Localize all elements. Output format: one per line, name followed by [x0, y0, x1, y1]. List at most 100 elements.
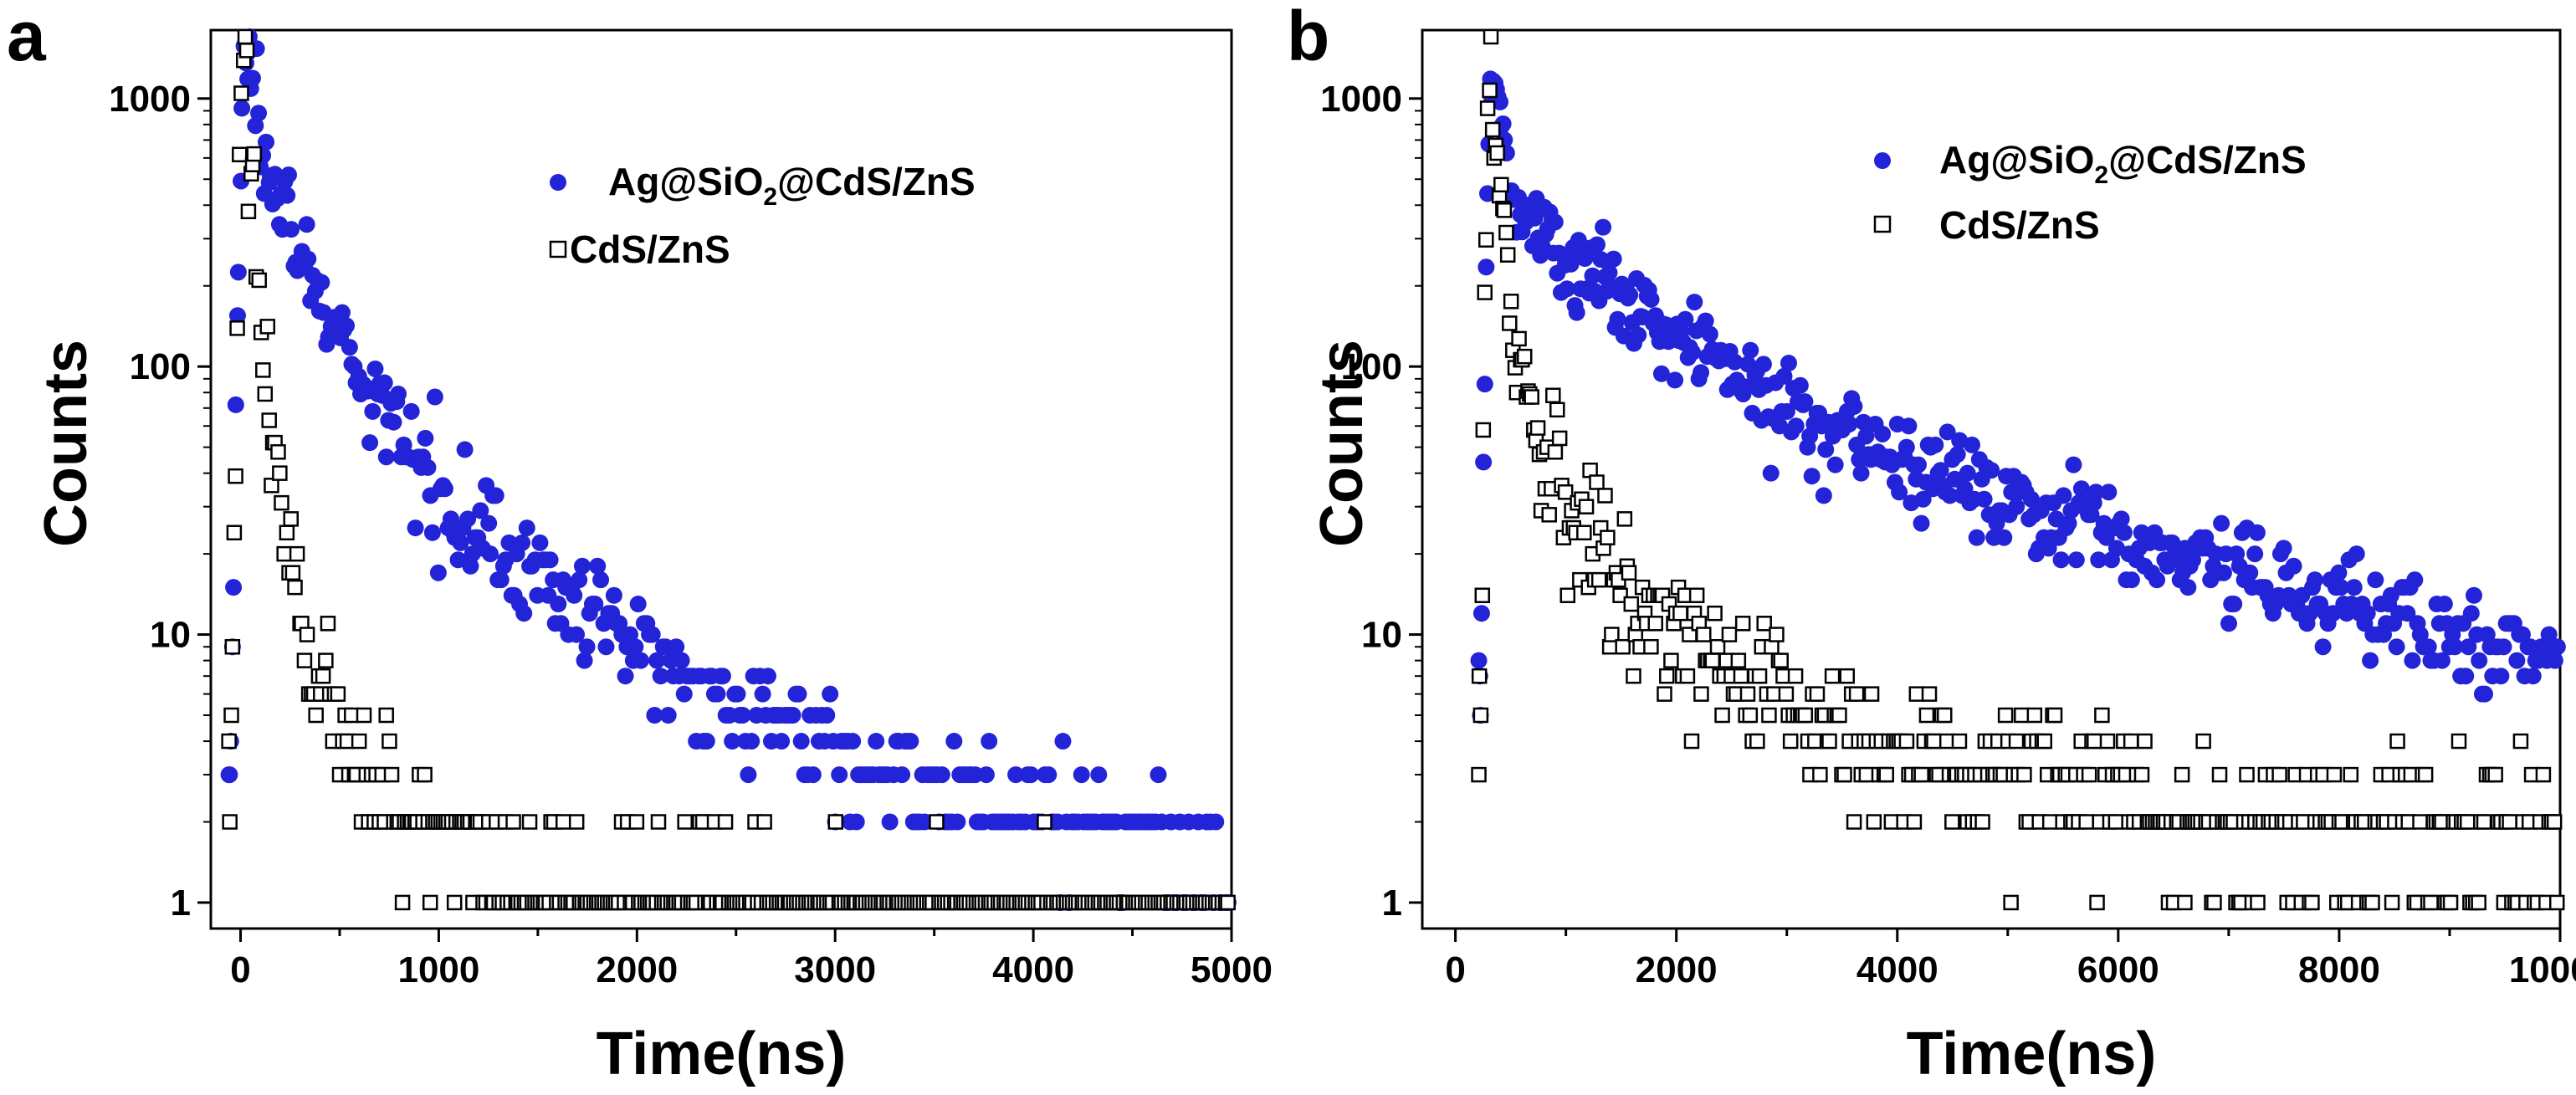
data-point — [2195, 733, 2211, 750]
data-point — [648, 652, 666, 669]
data-point — [1839, 668, 1856, 684]
data-point — [382, 733, 397, 750]
data-point — [356, 707, 372, 724]
data-point — [2332, 579, 2349, 596]
data-point — [229, 264, 247, 281]
data-point — [1590, 571, 1607, 588]
panel-b-y-axis-title: Counts — [1308, 340, 1375, 547]
data-point — [320, 616, 336, 632]
data-point — [1817, 441, 1835, 458]
data-point — [1626, 668, 1641, 684]
data-point — [2041, 814, 2058, 830]
data-point — [383, 766, 400, 783]
data-point — [2457, 668, 2475, 685]
panel-b: b 0 2000 4000 6000 8000 10000 1 10 100 1000 Time(… — [1287, 0, 2576, 1087]
data-point — [2442, 894, 2459, 911]
data-point — [2174, 766, 2190, 783]
data-point — [1897, 438, 1915, 456]
data-point — [2213, 514, 2230, 532]
data-point — [1796, 393, 1814, 411]
data-point — [492, 571, 510, 589]
y-tick-label: 10 — [1361, 615, 1402, 656]
legend-text-tail: @CdS/ZnS — [2108, 138, 2307, 182]
data-point — [1891, 484, 1908, 501]
data-point — [1589, 474, 1605, 490]
data-point — [1974, 814, 1990, 830]
data-point — [2524, 668, 2542, 685]
data-point — [1592, 251, 1610, 269]
data-point — [298, 216, 315, 233]
data-point — [2304, 894, 2320, 911]
data-point — [364, 402, 382, 420]
data-point — [945, 733, 963, 750]
data-point — [2250, 894, 2266, 911]
data-point — [1995, 529, 2013, 546]
data-point — [2067, 551, 2085, 569]
data-point — [773, 733, 791, 750]
panel-b-letter: b — [1287, 0, 1329, 75]
data-point — [652, 668, 669, 685]
data-point — [1630, 326, 1647, 344]
data-point — [1938, 423, 1956, 441]
panel-b-x-axis-title: Time(ns) — [1907, 1021, 2157, 1087]
data-point — [576, 652, 593, 669]
data-point — [229, 320, 245, 336]
data-point — [1073, 766, 1090, 784]
data-point — [2241, 564, 2259, 581]
data-point — [2065, 456, 2082, 473]
data-point — [1584, 267, 1601, 284]
data-point — [261, 412, 277, 428]
data-point — [243, 69, 261, 87]
data-point — [225, 579, 243, 596]
data-point — [394, 894, 411, 911]
series-ag-sio2-cds-zns — [1470, 70, 2566, 724]
data-point — [1756, 616, 1772, 632]
data-point — [586, 596, 604, 613]
data-point — [977, 766, 995, 784]
data-point — [1709, 638, 1726, 655]
data-point — [916, 813, 934, 831]
data-point — [2451, 733, 2467, 750]
x-tick-label: 3000 — [794, 949, 876, 990]
data-point — [284, 565, 301, 581]
panel-a-letter: a — [7, 0, 47, 75]
data-point — [1778, 402, 1795, 420]
data-point — [2546, 652, 2563, 669]
data-point — [2248, 524, 2266, 541]
data-point — [1734, 616, 1751, 632]
data-point — [2036, 733, 2053, 750]
y-tick-label: 1000 — [109, 79, 191, 120]
data-point — [1761, 707, 1777, 724]
data-point — [366, 360, 384, 377]
panel-a-legend-entry-2: CdS/ZnS — [549, 228, 730, 271]
data-point — [283, 511, 300, 527]
data-point — [1477, 258, 1495, 276]
data-point — [1472, 707, 1489, 724]
data-point — [1701, 325, 1718, 343]
x-tick-label: 4000 — [992, 949, 1074, 990]
data-point — [1524, 389, 1539, 405]
data-point — [1659, 668, 1675, 684]
data-point — [233, 100, 251, 117]
data-point — [385, 413, 402, 431]
data-point — [2384, 894, 2400, 911]
data-point — [221, 766, 238, 784]
data-point — [597, 638, 615, 656]
data-point — [573, 557, 591, 575]
data-point — [1926, 733, 1942, 750]
data-point — [734, 707, 751, 724]
series-ag-sio2-cds-zns — [220, 28, 1237, 911]
data-point — [1472, 605, 1490, 622]
data-point — [1959, 464, 1976, 482]
series-cds-zns — [1471, 28, 2565, 911]
data-point — [1557, 484, 1574, 500]
data-point — [1568, 304, 1585, 321]
data-point — [1857, 427, 1875, 445]
data-point — [377, 448, 395, 466]
data-point — [632, 652, 649, 669]
data-point — [1949, 446, 1966, 463]
data-point — [1541, 507, 1557, 523]
data-point — [1754, 356, 1772, 373]
data-point — [784, 707, 801, 724]
data-point — [1546, 213, 1564, 231]
